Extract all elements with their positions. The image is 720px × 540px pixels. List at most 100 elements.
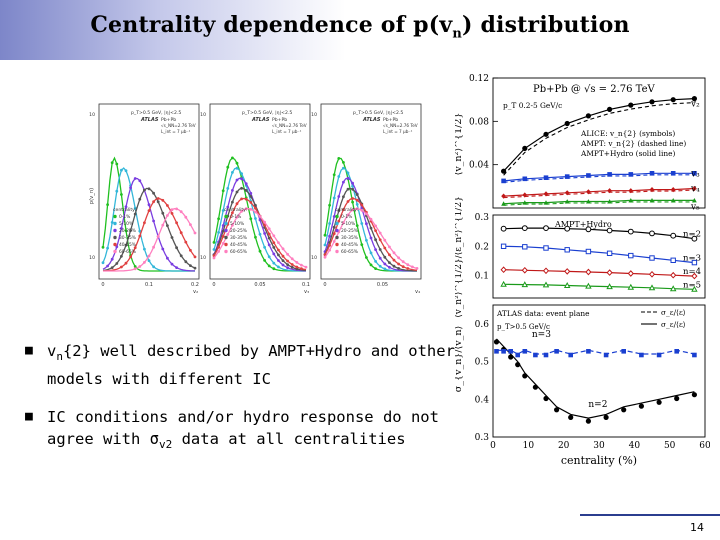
panel2-point bbox=[500, 225, 507, 232]
pvn-point bbox=[272, 241, 276, 245]
pvn-point bbox=[212, 256, 216, 260]
panel2-ytick: 0.1 bbox=[475, 272, 489, 282]
pvn-point bbox=[166, 224, 169, 228]
pvn-point bbox=[193, 266, 197, 270]
pvn-point bbox=[249, 191, 253, 195]
y-tick-label: 10 bbox=[311, 112, 317, 118]
panel1-line-0 bbox=[503, 98, 695, 172]
pvn-point bbox=[374, 248, 377, 252]
pvn-point bbox=[383, 255, 387, 259]
pvn-point bbox=[254, 203, 257, 207]
panel-ptcut: p_T>0.5 GeV, |η|<2.5 bbox=[353, 110, 403, 116]
panel1-point bbox=[501, 168, 507, 174]
panel2-point bbox=[649, 230, 655, 237]
panel3-curve-0 bbox=[496, 338, 695, 419]
panel1-annotation: p_T 0.2-5 GeV/c bbox=[503, 101, 562, 110]
pvn-point bbox=[147, 259, 151, 262]
pvn-point bbox=[240, 177, 244, 181]
panel2-point bbox=[669, 285, 677, 292]
pvn-point bbox=[360, 222, 364, 225]
panel1-annotation: AMPT: v_n{2} (dashed line) bbox=[580, 139, 686, 148]
panel1-series-label: v₄ bbox=[690, 185, 700, 195]
pvn-point bbox=[397, 267, 400, 270]
pvn-point bbox=[383, 267, 387, 271]
panel-experiment: ATLAS bbox=[140, 117, 159, 123]
panel1-point bbox=[543, 175, 549, 180]
pvn-point bbox=[175, 221, 178, 225]
panel2-title: AMPT+Hydro bbox=[554, 220, 612, 229]
pvn-point bbox=[170, 208, 174, 212]
panel2-point bbox=[648, 270, 656, 278]
pvn-point bbox=[124, 169, 128, 173]
panel3-point bbox=[603, 352, 609, 358]
panel3-point bbox=[656, 352, 662, 358]
pvn-point bbox=[133, 212, 137, 216]
pvn-point bbox=[383, 262, 387, 266]
panel1-point bbox=[628, 102, 634, 108]
pvn-point bbox=[175, 266, 178, 269]
pvn-point bbox=[374, 224, 377, 228]
panel1-point bbox=[564, 190, 570, 196]
x-axis-label: v₃ bbox=[304, 289, 309, 295]
panel2-point bbox=[628, 252, 634, 259]
panel1-point bbox=[564, 199, 570, 204]
panel2-point bbox=[521, 281, 529, 288]
panel1-frame bbox=[492, 77, 706, 209]
pvn-point bbox=[249, 201, 253, 204]
pvn-point bbox=[388, 245, 391, 249]
pvn-point bbox=[365, 212, 368, 216]
pvn-point bbox=[147, 203, 151, 207]
panel1-point bbox=[649, 99, 655, 105]
panel2-ytick: 0.3 bbox=[475, 213, 490, 223]
pvn-point bbox=[267, 232, 271, 236]
pvn-point bbox=[401, 260, 405, 264]
pvn-point bbox=[110, 266, 114, 269]
pvn-point bbox=[175, 207, 178, 211]
panel3-point bbox=[522, 349, 528, 354]
pvn-point bbox=[383, 238, 387, 242]
pvn-point bbox=[355, 198, 359, 202]
panel1-annotation: ALICE: v_n{2} (symbols) bbox=[580, 129, 675, 138]
pvn-point bbox=[360, 203, 364, 207]
pvn-point bbox=[226, 233, 230, 236]
panel-system: Pb+Pb bbox=[161, 117, 176, 123]
pvn-point bbox=[406, 267, 410, 270]
panel2-point bbox=[500, 243, 507, 250]
panel3-xtick: 30 bbox=[593, 441, 605, 451]
panel-experiment: ATLAS bbox=[251, 117, 270, 123]
panel1-point bbox=[692, 171, 697, 176]
bullet-square-icon: ■ bbox=[25, 409, 33, 424]
pvn-point bbox=[369, 226, 373, 230]
panel1-point bbox=[607, 106, 613, 112]
pvn-point bbox=[254, 210, 257, 214]
pvn-point bbox=[240, 197, 244, 201]
panel2-line-0 bbox=[503, 227, 695, 240]
pvn-point bbox=[337, 195, 341, 198]
panel2-point bbox=[500, 266, 507, 274]
panel3-point bbox=[585, 418, 591, 424]
pvn-point bbox=[378, 238, 382, 242]
pvn-point bbox=[235, 166, 239, 170]
pvn-point bbox=[263, 223, 266, 227]
pvn-point bbox=[328, 203, 331, 207]
panel3-frame bbox=[492, 304, 706, 438]
panel1-point bbox=[692, 185, 697, 192]
panel-frame-v4 bbox=[320, 103, 422, 280]
panel2-series-label: n=5 bbox=[683, 280, 701, 290]
panel2-series-label: n=4 bbox=[683, 267, 701, 277]
pvn-point bbox=[138, 179, 142, 183]
pvn-point bbox=[374, 238, 377, 242]
pvn-point bbox=[332, 232, 336, 236]
legend-marker bbox=[335, 235, 339, 240]
panel1-point bbox=[543, 200, 549, 205]
pvn-point bbox=[231, 171, 234, 174]
pvn-point bbox=[231, 200, 234, 204]
pvn-point bbox=[355, 224, 359, 228]
panel1-point bbox=[543, 191, 549, 197]
pvn-point bbox=[226, 165, 230, 169]
pvn-point bbox=[342, 161, 345, 164]
pvn-point bbox=[254, 217, 257, 220]
pvn-point bbox=[378, 231, 382, 235]
pvn-point bbox=[290, 263, 294, 266]
legend-entry: 5-10% bbox=[230, 221, 244, 227]
